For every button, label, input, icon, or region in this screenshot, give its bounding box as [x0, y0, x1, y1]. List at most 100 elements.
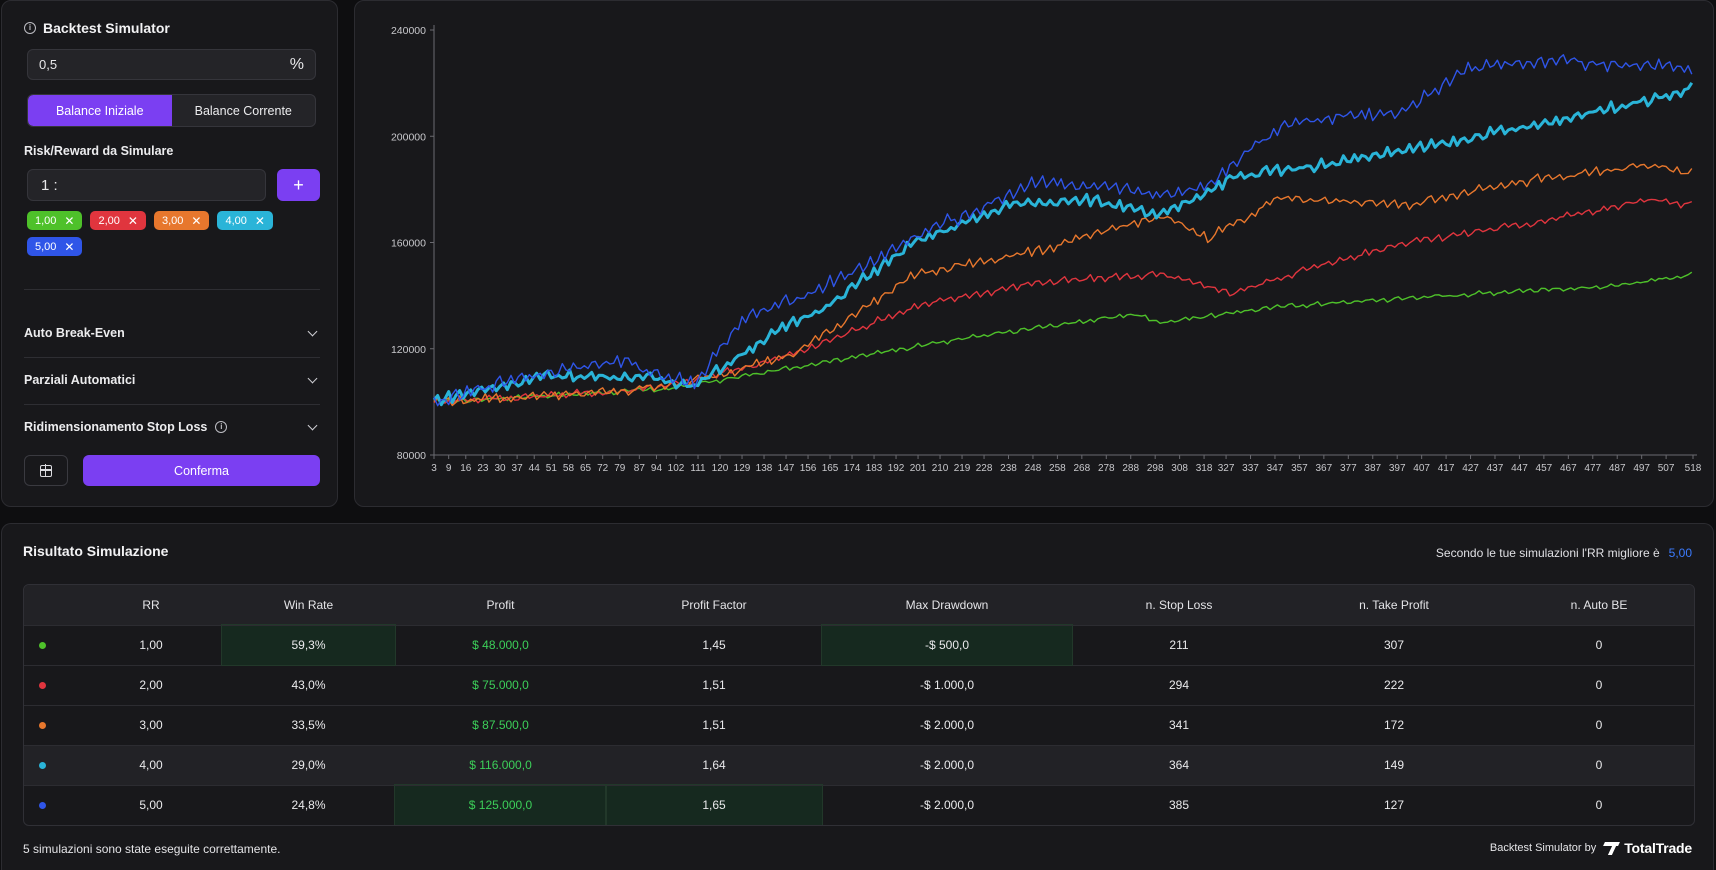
table-row[interactable]: 5,00 24,8% $ 125.000,0 1,65 -$ 2.000,0 385 127… — [24, 784, 1694, 825]
balance-toggle: Balance Iniziale Balance Corrente — [27, 94, 316, 127]
x-tick-label: 268 — [1073, 463, 1090, 474]
chevron-down-icon — [307, 326, 318, 336]
x-tick-label: 87 — [634, 463, 646, 474]
cell-take-profit: 307 — [1383, 638, 1405, 652]
x-tick-label: 417 — [1438, 463, 1455, 474]
layout-grid-button[interactable] — [24, 455, 68, 486]
col-auto-be[interactable]: n. Auto BE — [1570, 597, 1628, 612]
rr-chip-label: 5,00 — [35, 240, 57, 253]
table-row[interactable]: 3,00 33,5% $ 87.500,0 1,51 -$ 2.000,0 341 172 0 — [24, 705, 1694, 745]
tab-balance-corrente[interactable]: Balance Corrente — [194, 103, 292, 118]
close-icon[interactable]: ✕ — [127, 213, 138, 228]
series-line — [433, 271, 1693, 405]
cell-color — [24, 665, 80, 705]
results-table: RR Win Rate Profit Profit Factor Max Dra… — [23, 584, 1695, 826]
grid-icon — [39, 464, 52, 477]
table-row[interactable]: 4,00 29,0% $ 116.000,0 1,64 -$ 2.000,0 364 149… — [24, 745, 1694, 785]
accordion-ridimensionamento-stop-loss[interactable]: Ridimensionamento Stop Loss i — [24, 420, 320, 434]
rr-chip-list: 1,00 ✕ 2,00 ✕ 3,00 ✕ 4,00 ✕ 5,00 ✕ — [27, 211, 317, 256]
y-tick-label: 80000 — [397, 450, 426, 462]
x-tick-label: 327 — [1218, 463, 1235, 474]
chevron-down-icon — [307, 373, 318, 383]
cell-rr: 3,00 — [139, 718, 163, 732]
percent-icon: % — [289, 55, 304, 73]
tab-balance-iniziale[interactable]: Balance Iniziale — [28, 95, 172, 126]
cell-rr: 1,00 — [139, 638, 163, 652]
x-tick-label: 367 — [1316, 463, 1333, 474]
x-tick-label: 377 — [1340, 463, 1357, 474]
confirm-button[interactable]: Conferma — [83, 455, 320, 486]
divider — [24, 357, 320, 358]
cell-win-rate: 43,0% — [291, 678, 326, 692]
col-profit-factor[interactable]: Profit Factor — [681, 597, 747, 612]
cell-profit-factor: 1,51 — [702, 718, 726, 732]
col-take-profit[interactable]: n. Take Profit — [1359, 597, 1429, 612]
col-max-drawdown[interactable]: Max Drawdown — [905, 597, 989, 612]
cell-stop-loss: 211 — [1169, 638, 1189, 652]
cell-stop-loss: 364 — [1168, 758, 1190, 772]
results-title: Risultato Simulazione — [23, 543, 169, 559]
divider — [24, 289, 320, 290]
x-tick-label: 357 — [1291, 463, 1308, 474]
x-tick-label: 183 — [866, 463, 883, 474]
table-row[interactable]: 2,00 43,0% $ 75.000,0 1,51 -$ 1.000,0 294 222 0 — [24, 665, 1694, 705]
cell-rr: 2,00 — [139, 678, 163, 692]
col-stop-loss[interactable]: n. Stop Loss — [1145, 597, 1213, 612]
close-icon[interactable]: ✕ — [64, 213, 75, 228]
rr-chip: 3,00 ✕ — [153, 211, 210, 230]
cell-take-profit: 127 — [1383, 798, 1405, 813]
col-rr[interactable]: RR — [142, 597, 160, 612]
x-tick-label: 192 — [888, 463, 905, 474]
cell-take-profit: 172 — [1383, 718, 1405, 732]
table-row[interactable]: 1,00 59,3% $ 48.000,0 1,45 -$ 500,0 211 307 0 — [24, 624, 1694, 666]
cell-color — [24, 785, 80, 825]
close-icon[interactable]: ✕ — [254, 213, 265, 228]
status-message: 5 simulazioni sono state eseguite corret… — [23, 842, 281, 856]
cell-win-rate: 29,0% — [291, 758, 326, 772]
info-icon[interactable]: i — [24, 22, 36, 34]
credits-text: Backtest Simulator by — [1489, 842, 1597, 854]
cell-profit: $ 75.000,0 — [472, 678, 529, 692]
divider — [24, 404, 320, 405]
x-tick-label: 278 — [1098, 463, 1115, 474]
rr-chip: 1,00 ✕ — [27, 211, 83, 230]
x-tick-label: 102 — [668, 463, 685, 474]
cell-profit-factor: 1,65 — [605, 784, 823, 825]
x-tick-label: 174 — [844, 463, 861, 474]
best-rr-text: Secondo le tue simulazioni l'RR migliore… — [1435, 546, 1660, 560]
add-rr-button[interactable]: + — [277, 169, 320, 201]
x-tick-label: 437 — [1487, 463, 1504, 474]
col-win-rate[interactable]: Win Rate — [283, 597, 334, 612]
equity-chart: 80000 120000 160000 200000 240000 3 9 16 23 30 37 4… — [391, 25, 1702, 474]
series-color-dot — [39, 642, 46, 649]
rr-input[interactable]: 1 : — [27, 169, 266, 201]
x-tick-label: 111 — [690, 463, 706, 474]
close-icon[interactable]: ✕ — [64, 239, 75, 254]
x-tick-label: 30 — [494, 463, 506, 474]
rr-label: Risk/Reward da Simulare — [24, 144, 174, 158]
x-tick-label: 120 — [712, 463, 729, 474]
risk-percent-input[interactable]: 0,5 % — [27, 49, 316, 80]
cell-color — [24, 705, 80, 745]
accordion-auto-break-even[interactable]: Auto Break-Even — [24, 326, 320, 340]
col-profit[interactable]: Profit — [486, 597, 515, 612]
brand-name: TotalTrade — [1624, 840, 1692, 856]
series-line — [433, 198, 1693, 406]
rr-chip-label: 1,00 — [35, 214, 57, 227]
cell-auto-be: 0 — [1595, 758, 1603, 772]
brand-logo[interactable]: TotalTrade — [1604, 840, 1692, 856]
x-tick-label: 16 — [460, 463, 472, 474]
accordion-parziali-automatici[interactable]: Parziali Automatici — [24, 373, 320, 387]
x-tick-label: 487 — [1609, 463, 1626, 474]
x-tick-label: 23 — [477, 463, 489, 474]
x-tick-label: 210 — [932, 463, 949, 474]
x-tick-label: 147 — [778, 463, 795, 474]
close-icon[interactable]: ✕ — [191, 213, 202, 228]
x-tick-label: 457 — [1536, 463, 1553, 474]
y-tick-label: 240000 — [391, 25, 426, 37]
rr-chip: 2,00 ✕ — [90, 211, 146, 230]
x-tick-label: 65 — [580, 463, 592, 474]
x-tick-label: 427 — [1462, 463, 1479, 474]
info-icon[interactable]: i — [215, 421, 228, 433]
cell-profit: $ 87.500,0 — [472, 718, 529, 732]
